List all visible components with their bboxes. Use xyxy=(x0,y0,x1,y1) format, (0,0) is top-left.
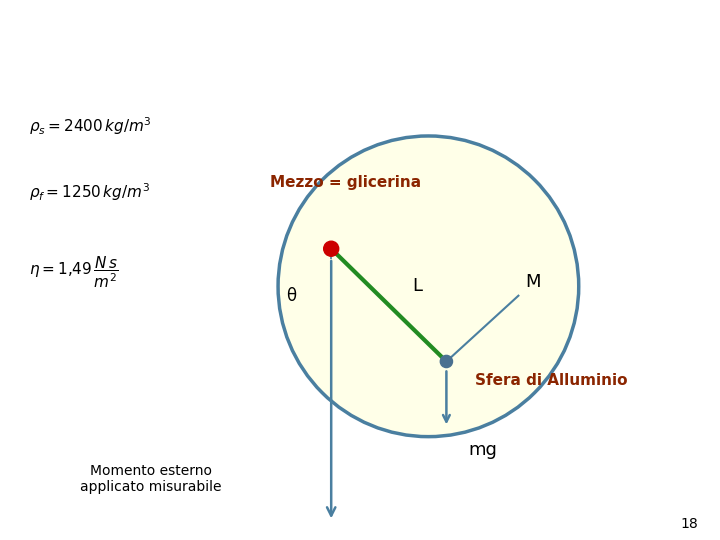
Ellipse shape xyxy=(278,136,579,437)
Text: Mezzo = glicerina: Mezzo = glicerina xyxy=(270,176,421,191)
Text: mg: mg xyxy=(468,441,497,460)
Text: M: M xyxy=(526,273,541,291)
Text: $\rho_s = 2400\,kg / m^3$: $\rho_s = 2400\,kg / m^3$ xyxy=(29,116,152,137)
Text: Sfera di Alluminio: Sfera di Alluminio xyxy=(475,373,628,388)
Text: θ: θ xyxy=(287,287,297,305)
Text: L: L xyxy=(413,278,423,295)
Ellipse shape xyxy=(324,241,338,256)
Text: $\eta = 1{,}49\,\dfrac{N\,s}{m^2}$: $\eta = 1{,}49\,\dfrac{N\,s}{m^2}$ xyxy=(29,254,119,290)
Text: $\rho_f = 1250\,kg / m^3$: $\rho_f = 1250\,kg / m^3$ xyxy=(29,181,150,203)
Ellipse shape xyxy=(441,355,452,368)
Text: Schema modello sperimentale: Schema modello sperimentale xyxy=(112,21,608,49)
Text: Momento esterno
applicato misurabile: Momento esterno applicato misurabile xyxy=(81,464,222,494)
Text: 18: 18 xyxy=(680,517,698,531)
